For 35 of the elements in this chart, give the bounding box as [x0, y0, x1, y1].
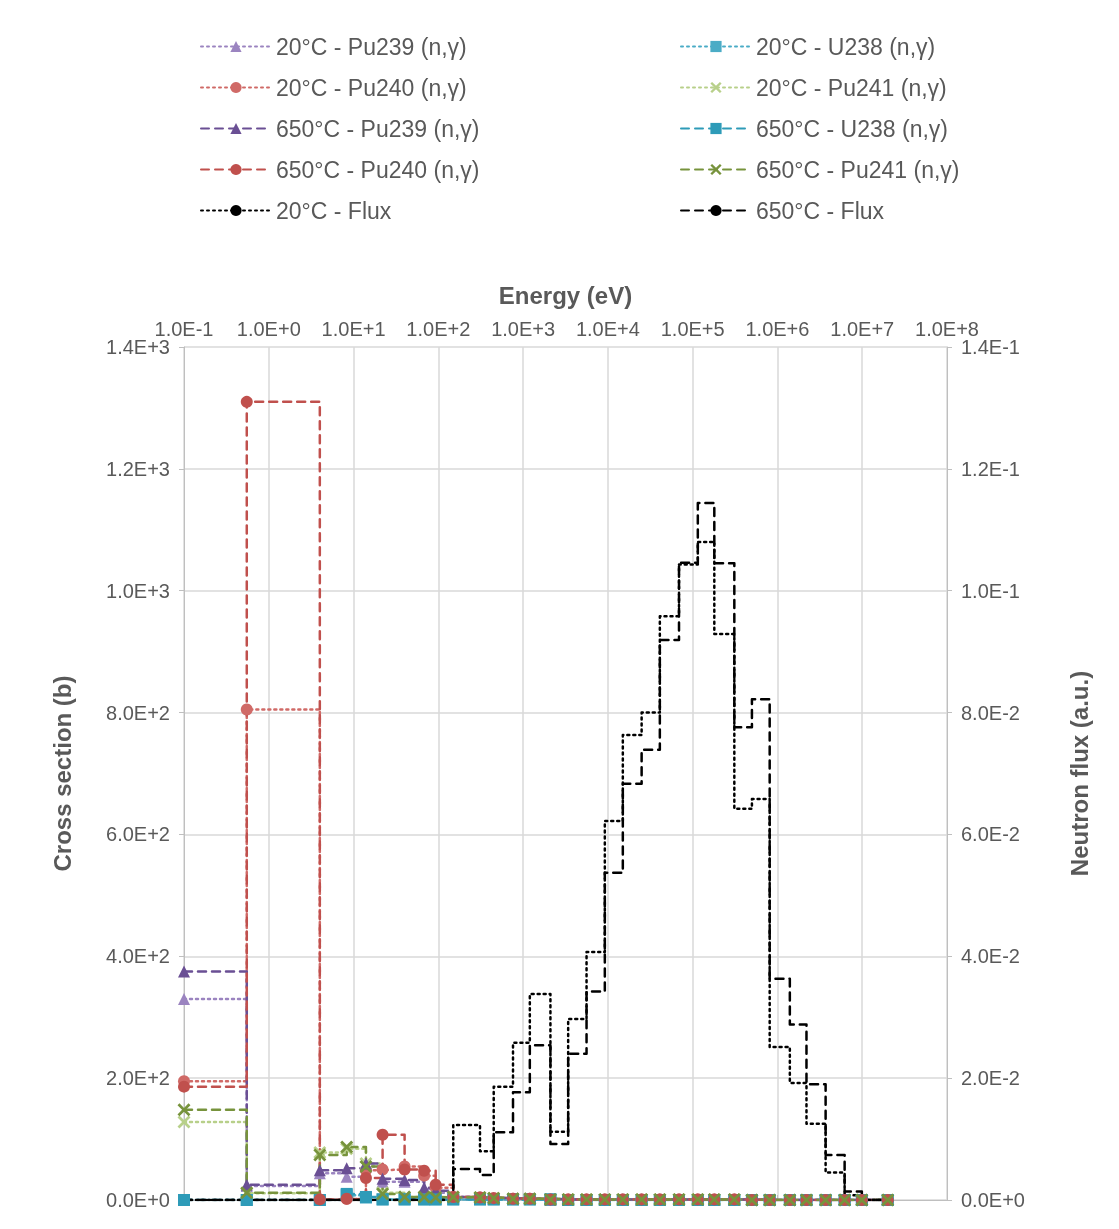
y-tick-label: 2.0E+2 [106, 1067, 170, 1090]
legend-label: 20°C - Pu241 (n,γ) [756, 74, 947, 101]
legend-label: 20°C - Pu240 (n,γ) [276, 74, 467, 101]
x-tick-label: 1.0E+1 [321, 318, 386, 340]
y-tick-label: 1.2E+3 [106, 457, 170, 480]
y2-tick-label: 2.0E-2 [961, 1067, 1020, 1090]
legend-label: 650°C - Flux [756, 197, 885, 224]
legend-label: 650°C - Pu239 (n,γ) [276, 115, 480, 142]
y2-tick-label: 0.0E+0 [961, 1189, 1025, 1211]
y2-tick-label: 1.2E-1 [961, 457, 1020, 480]
legend-label: 650°C - U238 (n,γ) [756, 115, 948, 142]
x-tick-label: 1.0E+3 [491, 318, 556, 340]
legend-label: 20°C - Flux [276, 197, 392, 224]
y2-tick-label: 4.0E-2 [961, 945, 1020, 968]
y2-axis-title: Neutron flux (a.u.) [1065, 670, 1093, 877]
x-tick-label: 1.0E+4 [575, 318, 640, 340]
x-tick-label: 1.0E+0 [236, 318, 301, 340]
y2-tick-label: 6.0E-2 [961, 823, 1020, 846]
x-tick-label: 1.0E+6 [745, 318, 810, 340]
y-tick-label: 8.0E+2 [106, 701, 170, 724]
y-tick-label: 6.0E+2 [106, 823, 170, 846]
legend-label: 650°C - Pu240 (n,γ) [276, 156, 480, 183]
x-tick-label: 1.0E+5 [660, 318, 725, 340]
x-axis-title: Energy (eV) [498, 281, 633, 309]
y-tick-label: 4.0E+2 [106, 945, 170, 968]
y-axis-title: Cross section (b) [48, 675, 76, 872]
y2-tick-label: 8.0E-2 [961, 701, 1020, 724]
y-tick-label: 0.0E+0 [106, 1189, 170, 1211]
x-tick-label: 1.0E+7 [830, 318, 895, 340]
y-tick-label: 1.0E+3 [106, 579, 170, 602]
y2-tick-label: 1.0E-1 [961, 579, 1020, 602]
x-tick-label: 1.0E+2 [406, 318, 471, 340]
legend-label: 20°C - U238 (n,γ) [756, 33, 936, 60]
legend-label: 650°C - Pu241 (n,γ) [756, 156, 960, 183]
legend-label: 20°C - Pu239 (n,γ) [276, 33, 467, 60]
